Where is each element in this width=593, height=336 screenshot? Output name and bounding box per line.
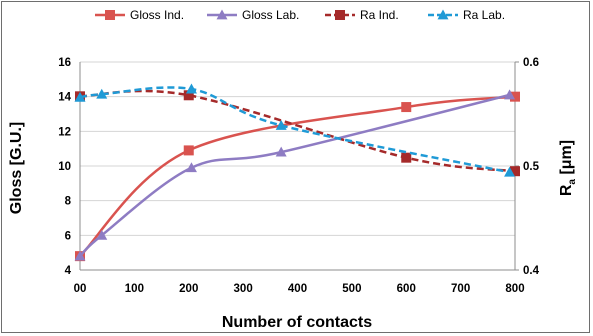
data-point-ra-lab	[74, 91, 86, 102]
data-point-gloss-ind	[510, 91, 520, 102]
y-axis-title: Gloss [G.U.]	[8, 122, 25, 214]
data-point-gloss-lab	[275, 146, 287, 157]
series-line-gloss-lab	[79, 93, 510, 258]
x-axis-title: Number of contacts	[222, 314, 372, 331]
x-tick-label: 00	[74, 283, 87, 295]
legend-label-ra-ind: Ra Ind.	[360, 8, 399, 22]
grid-lines	[80, 61, 515, 236]
y-tick-label: 6	[65, 230, 71, 242]
y2-axis-title-sub: a	[567, 179, 578, 185]
data-point-gloss-lab	[74, 250, 86, 261]
y-tick-label: 16	[58, 57, 71, 69]
y-tick-label: 12	[58, 126, 71, 138]
x-tick-label: 600	[397, 283, 416, 295]
y2-axis-title: Ra [μm]	[558, 140, 578, 196]
data-point-ra-lab	[185, 83, 197, 94]
y-tick-label: 8	[65, 196, 72, 208]
data-point-gloss-ind	[183, 145, 194, 156]
legend-label-ra-lab: Ra Lab.	[463, 8, 505, 22]
x-tick-label: 700	[451, 283, 470, 295]
data-point-gloss-ind	[401, 102, 412, 113]
y-tick-label: 10	[58, 161, 71, 173]
y2-tick-label: 0.6	[523, 57, 539, 69]
legend-marker-gloss-lab	[216, 9, 228, 20]
legend-marker-gloss-ind	[105, 10, 115, 20]
data-point-gloss-lab	[185, 162, 197, 173]
y2-axis-title-unit: [μm]	[558, 140, 575, 179]
data-point-ra-ind	[401, 152, 412, 163]
x-tick-label: 100	[125, 283, 144, 295]
x-tick-label: 800	[505, 283, 524, 295]
data-point-ra-lab	[504, 166, 516, 177]
series-line-ra-lab	[79, 86, 510, 174]
legend-marker-ra-ind	[335, 10, 345, 20]
data-point-ra-ind	[183, 90, 194, 101]
data-point-ra-lab	[275, 119, 287, 130]
x-tick-label: 300	[234, 283, 253, 295]
y2-tick-label: 0.4	[523, 265, 540, 277]
legend: Gloss Ind. Gloss Lab. Ra Ind. Ra Lab.	[95, 8, 505, 22]
data-point-ra-ind	[510, 166, 520, 177]
y2-tick-label: 0.5	[523, 161, 540, 173]
series-line-gloss-ind	[79, 95, 516, 258]
data-point-ra-lab	[96, 88, 108, 99]
data-point-gloss-lab	[96, 229, 108, 240]
legend-marker-ra-lab	[437, 9, 449, 20]
data-point-gloss-lab	[504, 89, 516, 100]
legend-label-gloss-lab: Gloss Lab.	[242, 8, 299, 22]
tick-labels: 4 6 8 10 12 14 16 0.4 0.5 0.6 00 100 200 300 400 500 600…	[58, 57, 539, 295]
x-tick-label: 500	[342, 283, 361, 295]
y-tick-label: 14	[58, 92, 71, 104]
y-tick-label: 4	[65, 265, 72, 277]
x-tick-label: 200	[179, 283, 198, 295]
legend-label-gloss-ind: Gloss Ind.	[130, 8, 184, 22]
y2-axis-title-main: R	[558, 184, 575, 196]
x-tick-label: 400	[288, 283, 307, 295]
series-layer	[74, 83, 520, 262]
